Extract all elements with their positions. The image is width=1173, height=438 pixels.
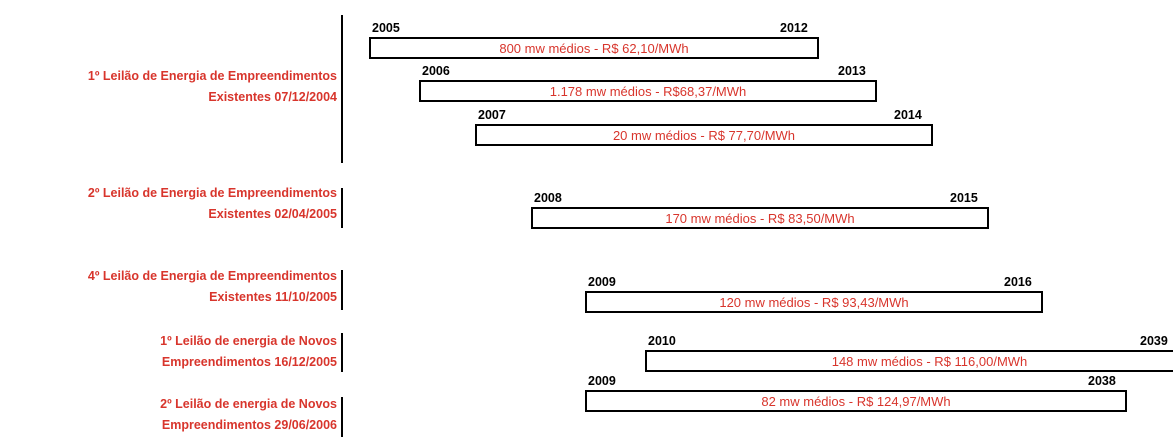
- period-text: 82 mw médios - R$ 124,97/MWh: [761, 394, 950, 409]
- end-year: 2014: [894, 108, 922, 122]
- group-label: 2º Leilão de Energia de Empreendimentos: [88, 186, 337, 200]
- period-box: [585, 291, 1043, 313]
- group-label: Empreendimentos 16/12/2005: [162, 355, 337, 369]
- start-year: 2010: [648, 334, 676, 348]
- period-box: [419, 80, 877, 102]
- group-label: 2º Leilão de energia de Novos: [160, 397, 337, 411]
- period-text: 170 mw médios - R$ 83,50/MWh: [665, 211, 854, 226]
- period-box: [369, 37, 819, 59]
- end-year: 2038: [1088, 374, 1116, 388]
- period-box: [645, 350, 1173, 372]
- period-box: [585, 390, 1127, 412]
- start-year: 2009: [588, 275, 616, 289]
- group-label: Existentes 11/10/2005: [209, 290, 337, 304]
- end-year: 2016: [1004, 275, 1032, 289]
- start-year: 2006: [422, 64, 450, 78]
- group-label: 1º Leilão de energia de Novos: [160, 334, 337, 348]
- period-box: [475, 124, 933, 146]
- start-year: 2008: [534, 191, 562, 205]
- period-text: 148 mw médios - R$ 116,00/MWh: [832, 354, 1028, 369]
- start-year: 2007: [478, 108, 506, 122]
- start-year: 2005: [372, 21, 400, 35]
- period-text: 1.178 mw médios - R$68,37/MWh: [550, 84, 747, 99]
- end-year: 2039: [1140, 334, 1168, 348]
- period-text: 20 mw médios - R$ 77,70/MWh: [613, 128, 795, 143]
- end-year: 2013: [838, 64, 866, 78]
- period-text: 120 mw médios - R$ 93,43/MWh: [719, 295, 908, 310]
- group-label: 4º Leilão de Energia de Empreendimentos: [88, 269, 337, 283]
- group-label: 1º Leilão de Energia de Empreendimentos: [88, 69, 337, 83]
- start-year: 2009: [588, 374, 616, 388]
- end-year: 2012: [780, 21, 808, 35]
- end-year: 2015: [950, 191, 978, 205]
- group-label: Existentes 07/12/2004: [208, 90, 337, 104]
- group-label: Existentes 02/04/2005: [208, 207, 337, 221]
- group-label: Empreendimentos 29/06/2006: [162, 418, 337, 432]
- period-text: 800 mw médios - R$ 62,10/MWh: [499, 41, 688, 56]
- period-box: [531, 207, 989, 229]
